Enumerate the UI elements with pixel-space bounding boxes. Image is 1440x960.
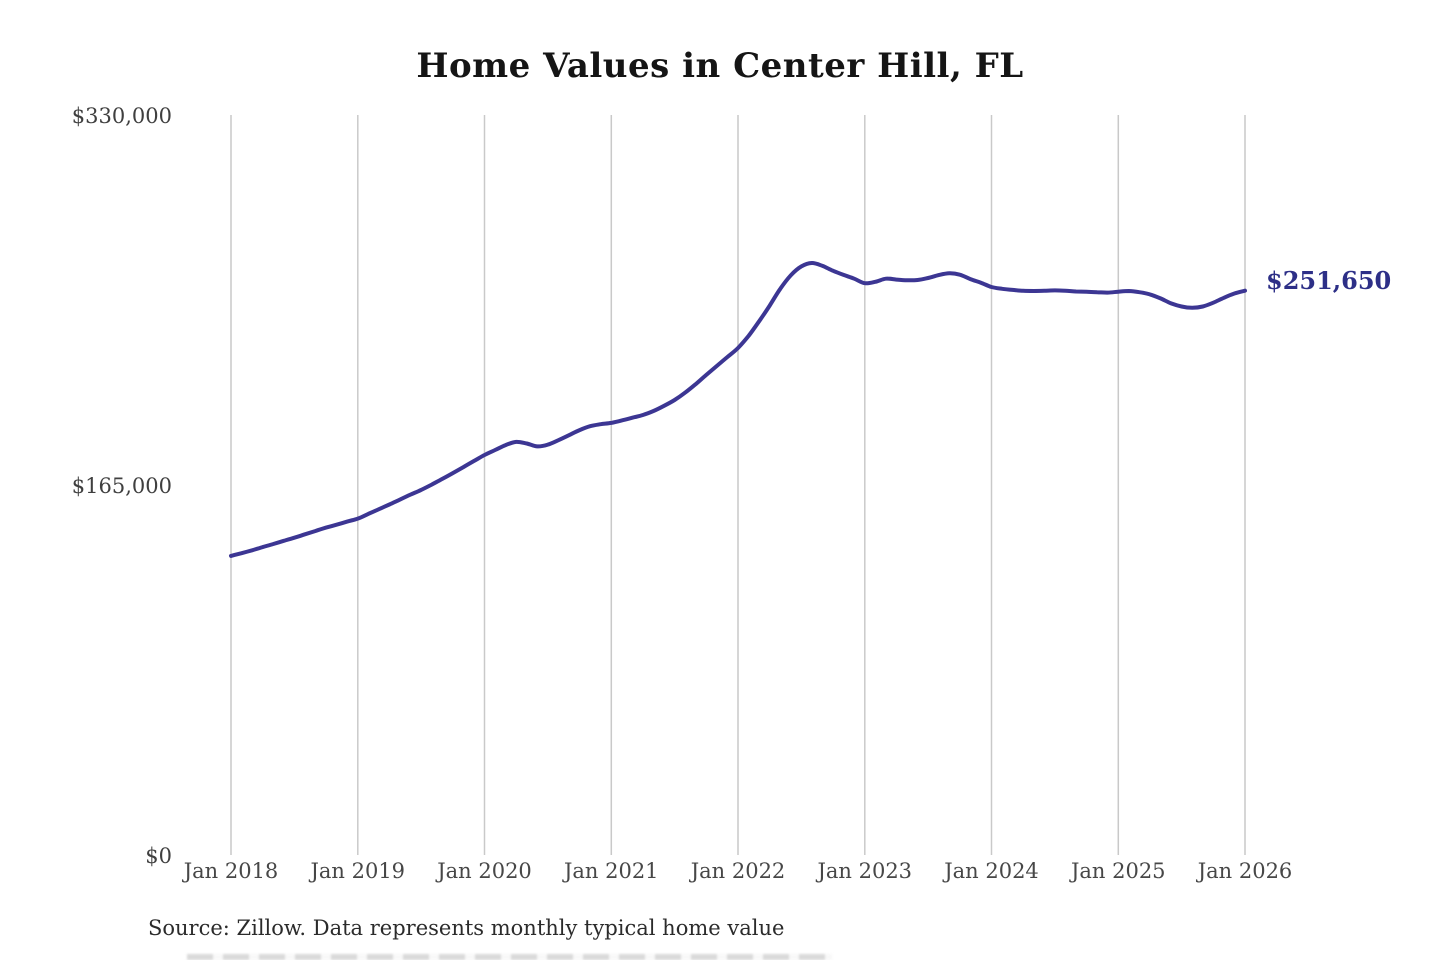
cropped-text-row [187,954,832,960]
y-axis-tick-label: $0 [145,844,172,868]
x-axis-tick-label: Jan 2020 [437,859,532,883]
y-axis-tick-label: $330,000 [71,104,172,128]
x-axis-tick-label: Jan 2023 [817,859,913,883]
gridlines [230,115,1246,855]
x-axis-tick-label: Jan 2022 [690,859,786,883]
x-axis-tick-label: Jan 2019 [310,859,406,883]
value-line [229,261,1247,558]
x-axis-tick-label: Jan 2026 [1197,859,1293,883]
x-axis-tick-label: Jan 2024 [944,859,1039,883]
x-axis-tick-label: Jan 2025 [1070,859,1166,883]
chart-title: Home Values in Center Hill, FL [416,46,1024,86]
source-note: Source: Zillow. Data represents monthly … [148,916,785,940]
x-axis-tick-label: Jan 2018 [183,859,279,883]
x-axis-tick-label: Jan 2021 [563,859,659,883]
current-value-label: $251,650 [1266,266,1392,295]
y-axis-tick-label: $165,000 [71,474,172,498]
